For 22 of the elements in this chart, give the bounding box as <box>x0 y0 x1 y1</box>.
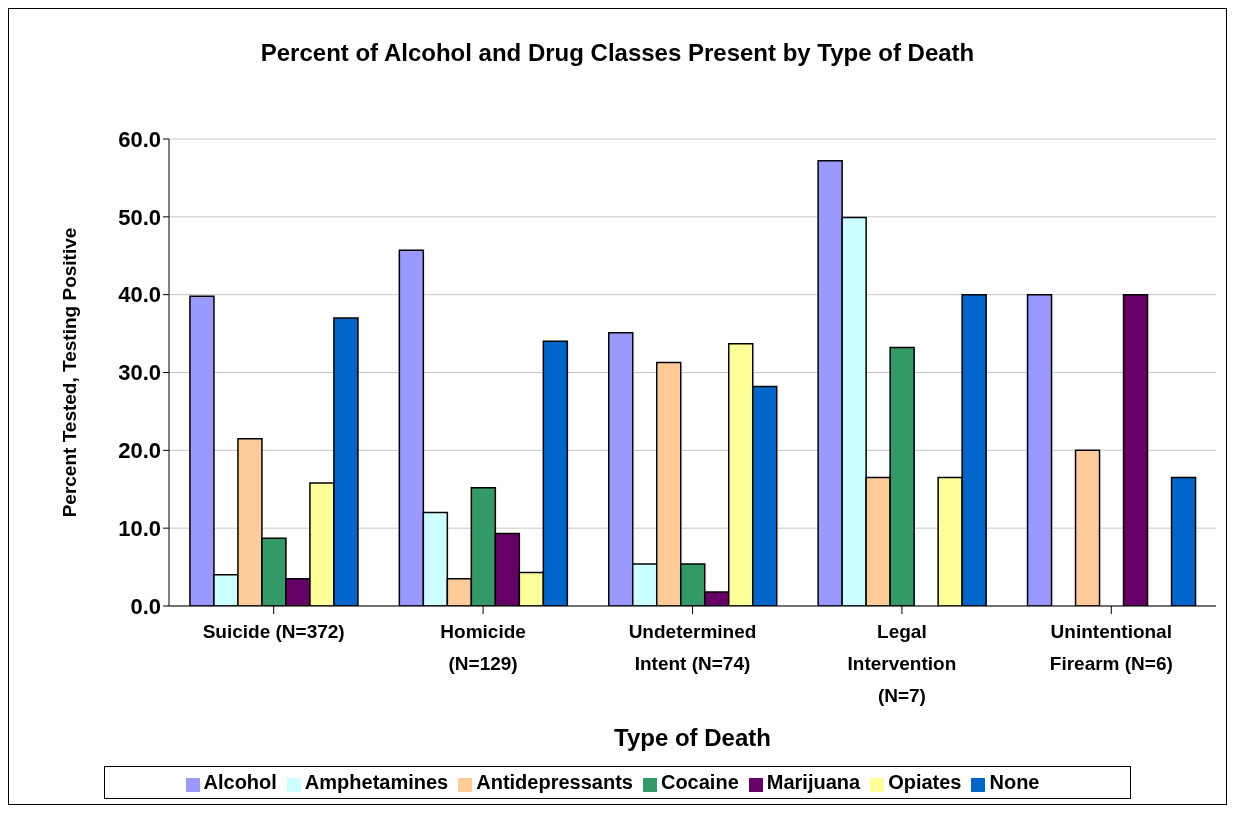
x-axis-title: Type of Death <box>614 724 771 751</box>
y-tick-label: 50.0 <box>118 204 161 230</box>
legend-label: Alcohol <box>203 771 277 793</box>
legend-label: Marijuana <box>766 771 861 793</box>
chart-title: Percent of Alcohol and Drug Classes Present by Type of Death <box>259 39 976 67</box>
y-tick-label: 10.0 <box>118 515 161 541</box>
x-tick-label: Undetermined Intent (N=74) <box>628 621 757 674</box>
x-tick-label: Suicide (N=372) <box>202 621 345 642</box>
y-axis-title: Percent Tested, Testing Positive <box>58 227 80 518</box>
legend-label: Amphetamines <box>304 771 449 793</box>
y-tick-label: 20.0 <box>118 438 161 464</box>
y-tick-label: 60.0 <box>118 126 161 152</box>
y-tick-label: 0.0 <box>130 593 161 619</box>
x-tick-label: Legal Intervention (N=7) <box>847 621 957 706</box>
legend-label: Opiates <box>888 771 962 793</box>
x-tick-label: Unintentional Firearm (N=6) <box>1049 621 1173 674</box>
x-tick-label: Homicide (N=129) <box>440 621 526 674</box>
legend-label: Cocaine <box>660 771 739 793</box>
legend-label: Antidepressants <box>476 771 633 793</box>
y-tick-label: 30.0 <box>118 360 161 386</box>
legend-label: None <box>989 771 1040 793</box>
y-tick-label: 40.0 <box>118 282 161 308</box>
